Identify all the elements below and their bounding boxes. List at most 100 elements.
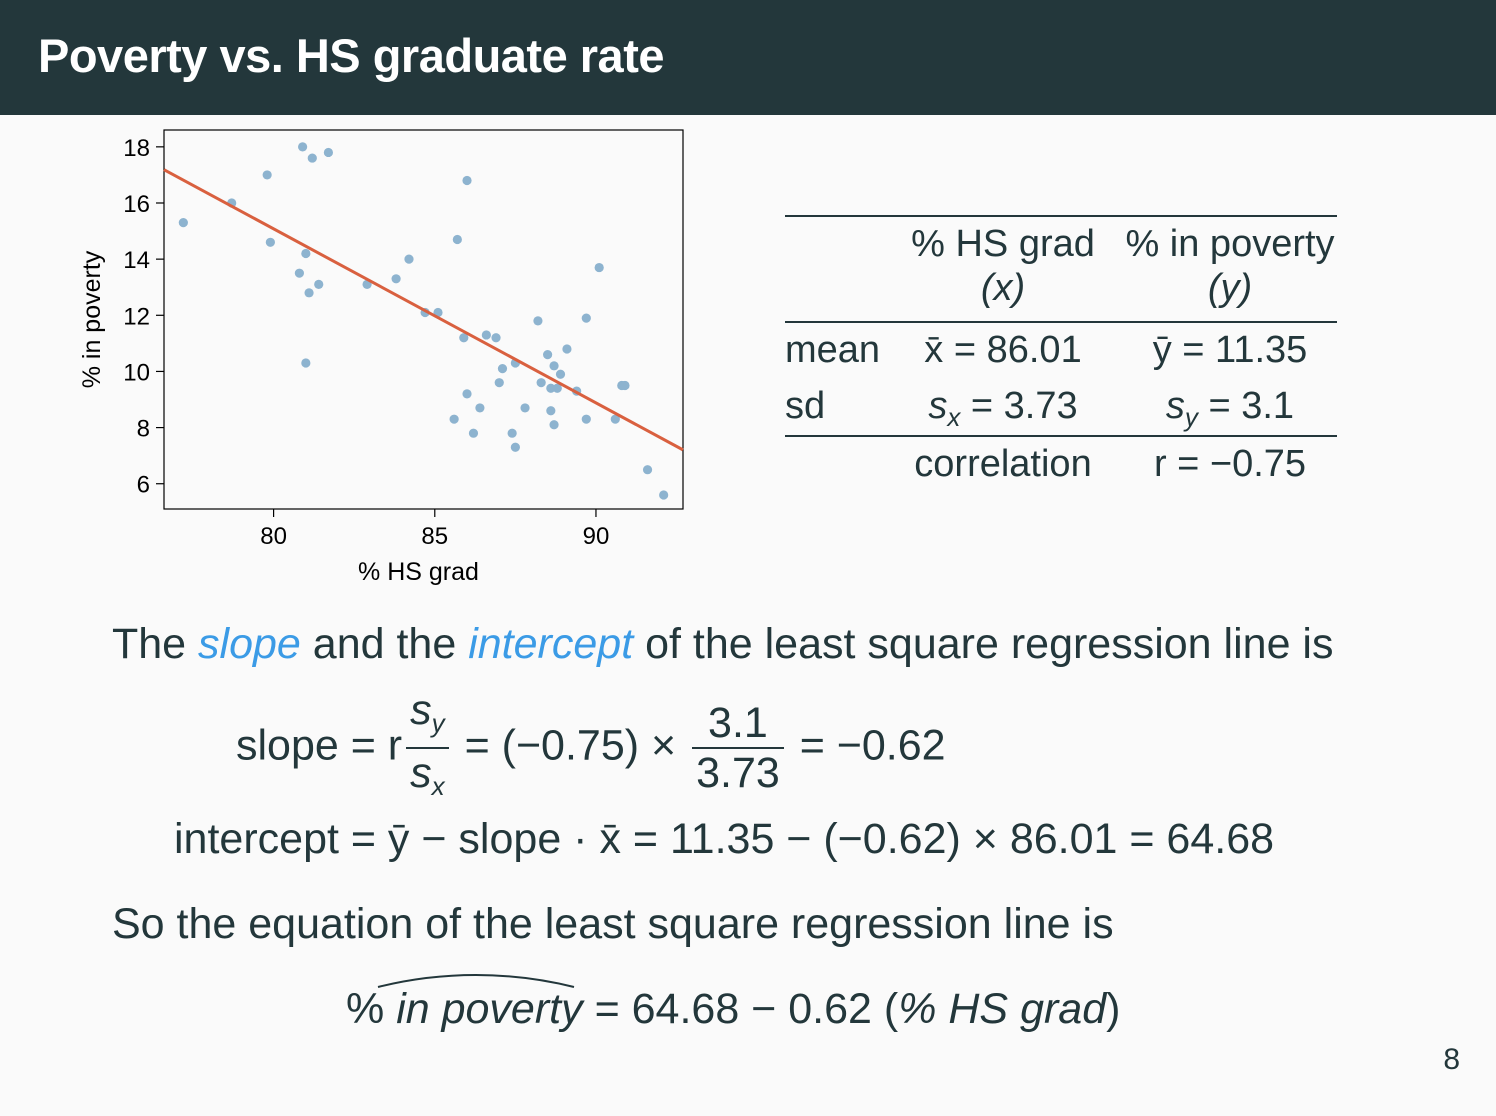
slope-eq-num2: 3.1 — [692, 699, 784, 749]
correlation-row: correlation r = −0.75 — [785, 437, 1337, 493]
final-lhs-1: % — [346, 985, 397, 1033]
data-point — [555, 369, 566, 379]
data-point — [594, 262, 604, 273]
header-hs-grad: % HS grad — [911, 223, 1095, 265]
data-point — [520, 403, 530, 413]
slope-eq-num-sub: y — [431, 708, 445, 738]
sd-y-value: = 3.1 — [1208, 385, 1295, 427]
regression-equation: % in poverty = 64.68 − 0.62 (% HS grad) — [346, 973, 1121, 1034]
correlation-value: r = −0.75 — [1153, 443, 1307, 485]
slope-eq-den-sub: x — [431, 771, 445, 801]
slope-eq-prefix: slope = r — [236, 721, 403, 770]
data-point — [581, 414, 591, 424]
slope-eq-result: = −0.62 — [787, 721, 946, 770]
final-lhs-2: in poverty — [396, 985, 583, 1033]
x-tick-label: 85 — [421, 523, 448, 550]
slope-eq-den: s — [410, 749, 432, 797]
data-point — [507, 428, 517, 438]
data-point — [581, 313, 591, 323]
y-tick-label: 18 — [123, 135, 150, 162]
data-point — [178, 218, 188, 228]
data-point — [468, 428, 479, 438]
mean-label: mean — [785, 329, 881, 371]
data-point — [301, 358, 311, 368]
intro-text-1: The — [112, 620, 199, 668]
data-point — [475, 403, 485, 413]
data-point — [304, 288, 314, 298]
header-x-symbol: (x) — [980, 267, 1026, 309]
data-point — [462, 389, 472, 399]
slide-title-bar: Poverty vs. HS graduate rate — [0, 0, 1496, 115]
data-point — [497, 364, 508, 374]
y-tick-label: 12 — [123, 303, 150, 330]
data-point — [543, 349, 553, 360]
slope-keyword: slope — [198, 620, 301, 668]
sd-x-value: = 3.73 — [970, 385, 1078, 427]
so-sentence: So the equation of the least square regr… — [112, 900, 1114, 948]
slope-equation: slope = r sy sx = (−0.75) × 3.1 3.73 = −0.6… — [236, 686, 946, 810]
y-tick-label: 16 — [123, 191, 150, 218]
intro-sentence: The slope and the intercept of the least… — [112, 620, 1333, 669]
data-point — [546, 406, 556, 416]
table-header-row: % HS grad (x) % in poverty (y) — [785, 217, 1337, 321]
data-point — [494, 378, 504, 388]
data-point — [481, 330, 491, 340]
data-point — [449, 414, 459, 424]
data-point — [323, 147, 334, 158]
sd-x: sx = 3.73 — [928, 385, 1078, 432]
data-point — [533, 316, 543, 326]
final-rhs-2: % HS grad — [898, 985, 1107, 1033]
y-tick-label: 14 — [123, 247, 150, 274]
sd-label: sd — [785, 385, 826, 427]
summary-stats-table: % HS grad (x) % in poverty (y) mean x̄ =… — [785, 215, 1337, 493]
data-point — [491, 333, 501, 343]
data-point — [462, 175, 472, 186]
data-point — [642, 465, 653, 475]
mean-row: mean x̄ = 86.01 ȳ = 11.35 — [785, 323, 1337, 379]
data-point — [307, 153, 317, 163]
data-point — [562, 344, 572, 354]
y-tick-label: 10 — [123, 359, 150, 386]
data-point — [314, 279, 324, 290]
regression-line — [163, 168, 684, 452]
table-mid-rule — [785, 321, 1337, 323]
page-number: 8 — [1443, 1043, 1460, 1076]
data-point — [546, 383, 556, 393]
data-point — [265, 237, 275, 247]
final-rhs-1: = 64.68 − 0.62 ( — [582, 985, 899, 1033]
data-point — [510, 442, 520, 452]
numeric-fraction: 3.1 3.73 — [692, 699, 784, 797]
data-point — [404, 254, 414, 264]
table-top-rule — [785, 215, 1337, 217]
data-point — [262, 170, 272, 180]
data-point — [659, 490, 669, 500]
intercept-keyword: intercept — [468, 620, 634, 668]
data-point — [549, 420, 559, 430]
x-axis-label: % HS grad — [358, 558, 479, 586]
header-y-symbol: (y) — [1207, 267, 1253, 309]
data-point — [549, 361, 559, 371]
data-point — [294, 268, 304, 278]
y-tick-label: 8 — [137, 416, 150, 443]
header-poverty: % in poverty — [1125, 223, 1335, 265]
data-point — [610, 414, 620, 424]
table-bottom-rule — [785, 435, 1337, 437]
data-point — [452, 234, 462, 245]
data-point — [536, 378, 546, 388]
data-point — [391, 274, 401, 284]
sd-row: sd sx = 3.73 sy = 3.1 — [785, 379, 1337, 435]
x-tick-label: 90 — [583, 523, 610, 550]
slope-eq-den2: 3.73 — [696, 749, 780, 797]
sy-over-sx: sy sx — [406, 686, 449, 810]
data-point — [298, 142, 308, 152]
data-point — [620, 380, 630, 391]
plot-frame — [163, 129, 684, 510]
final-rhs-3: ) — [1106, 985, 1121, 1033]
sd-y: sy = 3.1 — [1165, 385, 1295, 432]
data-point — [552, 383, 562, 393]
hat-icon — [377, 973, 575, 988]
data-point — [459, 333, 469, 343]
slope-eq-middle: = (−0.75) × — [452, 721, 689, 770]
mean-y: ȳ = 11.35 — [1152, 329, 1308, 371]
data-point — [301, 248, 311, 259]
